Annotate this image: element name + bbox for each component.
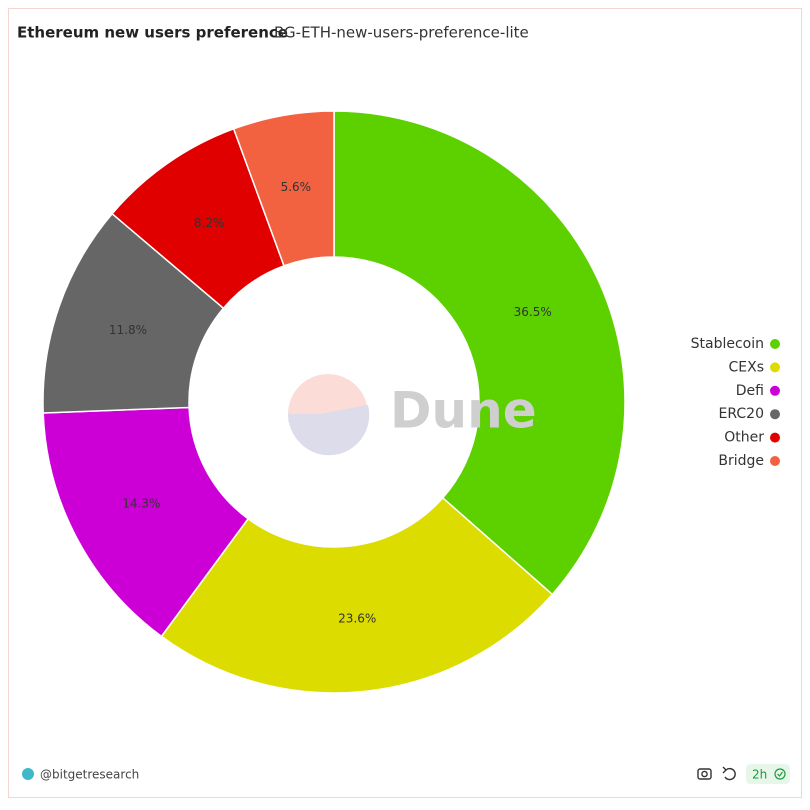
watermark: Dune bbox=[390, 382, 537, 440]
check-mark bbox=[777, 771, 783, 777]
refresh-icon[interactable] bbox=[722, 766, 736, 781]
legend-swatch bbox=[770, 456, 780, 466]
check-icon bbox=[774, 768, 786, 780]
slice-label: 36.5% bbox=[514, 305, 552, 319]
slice bbox=[42, 406, 250, 638]
legend-swatch bbox=[770, 339, 780, 349]
camera-icon[interactable] bbox=[697, 768, 712, 780]
legend-label: CEXs bbox=[728, 359, 764, 375]
chart-title: Ethereum new users preference bbox=[17, 24, 288, 42]
slice bbox=[160, 496, 554, 694]
legend-swatch bbox=[770, 385, 780, 396]
slice bbox=[42, 212, 225, 414]
slice-label: 11.8% bbox=[109, 323, 147, 337]
legend-label: Defi bbox=[736, 383, 764, 399]
legend-swatch bbox=[770, 409, 780, 420]
watermark-logo bbox=[288, 374, 370, 456]
legend-label: ERC20 bbox=[719, 406, 764, 422]
slice-label: 5.6% bbox=[281, 180, 312, 194]
legend-label: Bridge bbox=[718, 453, 764, 469]
legend-label: Other bbox=[724, 430, 764, 446]
slice-label: 14.3% bbox=[122, 497, 160, 511]
legend-swatch bbox=[770, 432, 780, 443]
refresh-time: 2h bbox=[752, 768, 767, 782]
author: @bitgetresearch bbox=[40, 768, 139, 782]
legend-swatch bbox=[770, 362, 780, 373]
legend-label: Stablecoin bbox=[691, 336, 764, 352]
chart-subtitle: BG-ETH-new-users-preference-lite bbox=[274, 24, 529, 42]
footer-author: @bitgetresearch bbox=[22, 768, 139, 782]
slice-label: 8.2% bbox=[194, 216, 225, 230]
slice-label: 23.6% bbox=[338, 611, 376, 625]
slice bbox=[232, 110, 335, 267]
slice bbox=[333, 110, 626, 596]
